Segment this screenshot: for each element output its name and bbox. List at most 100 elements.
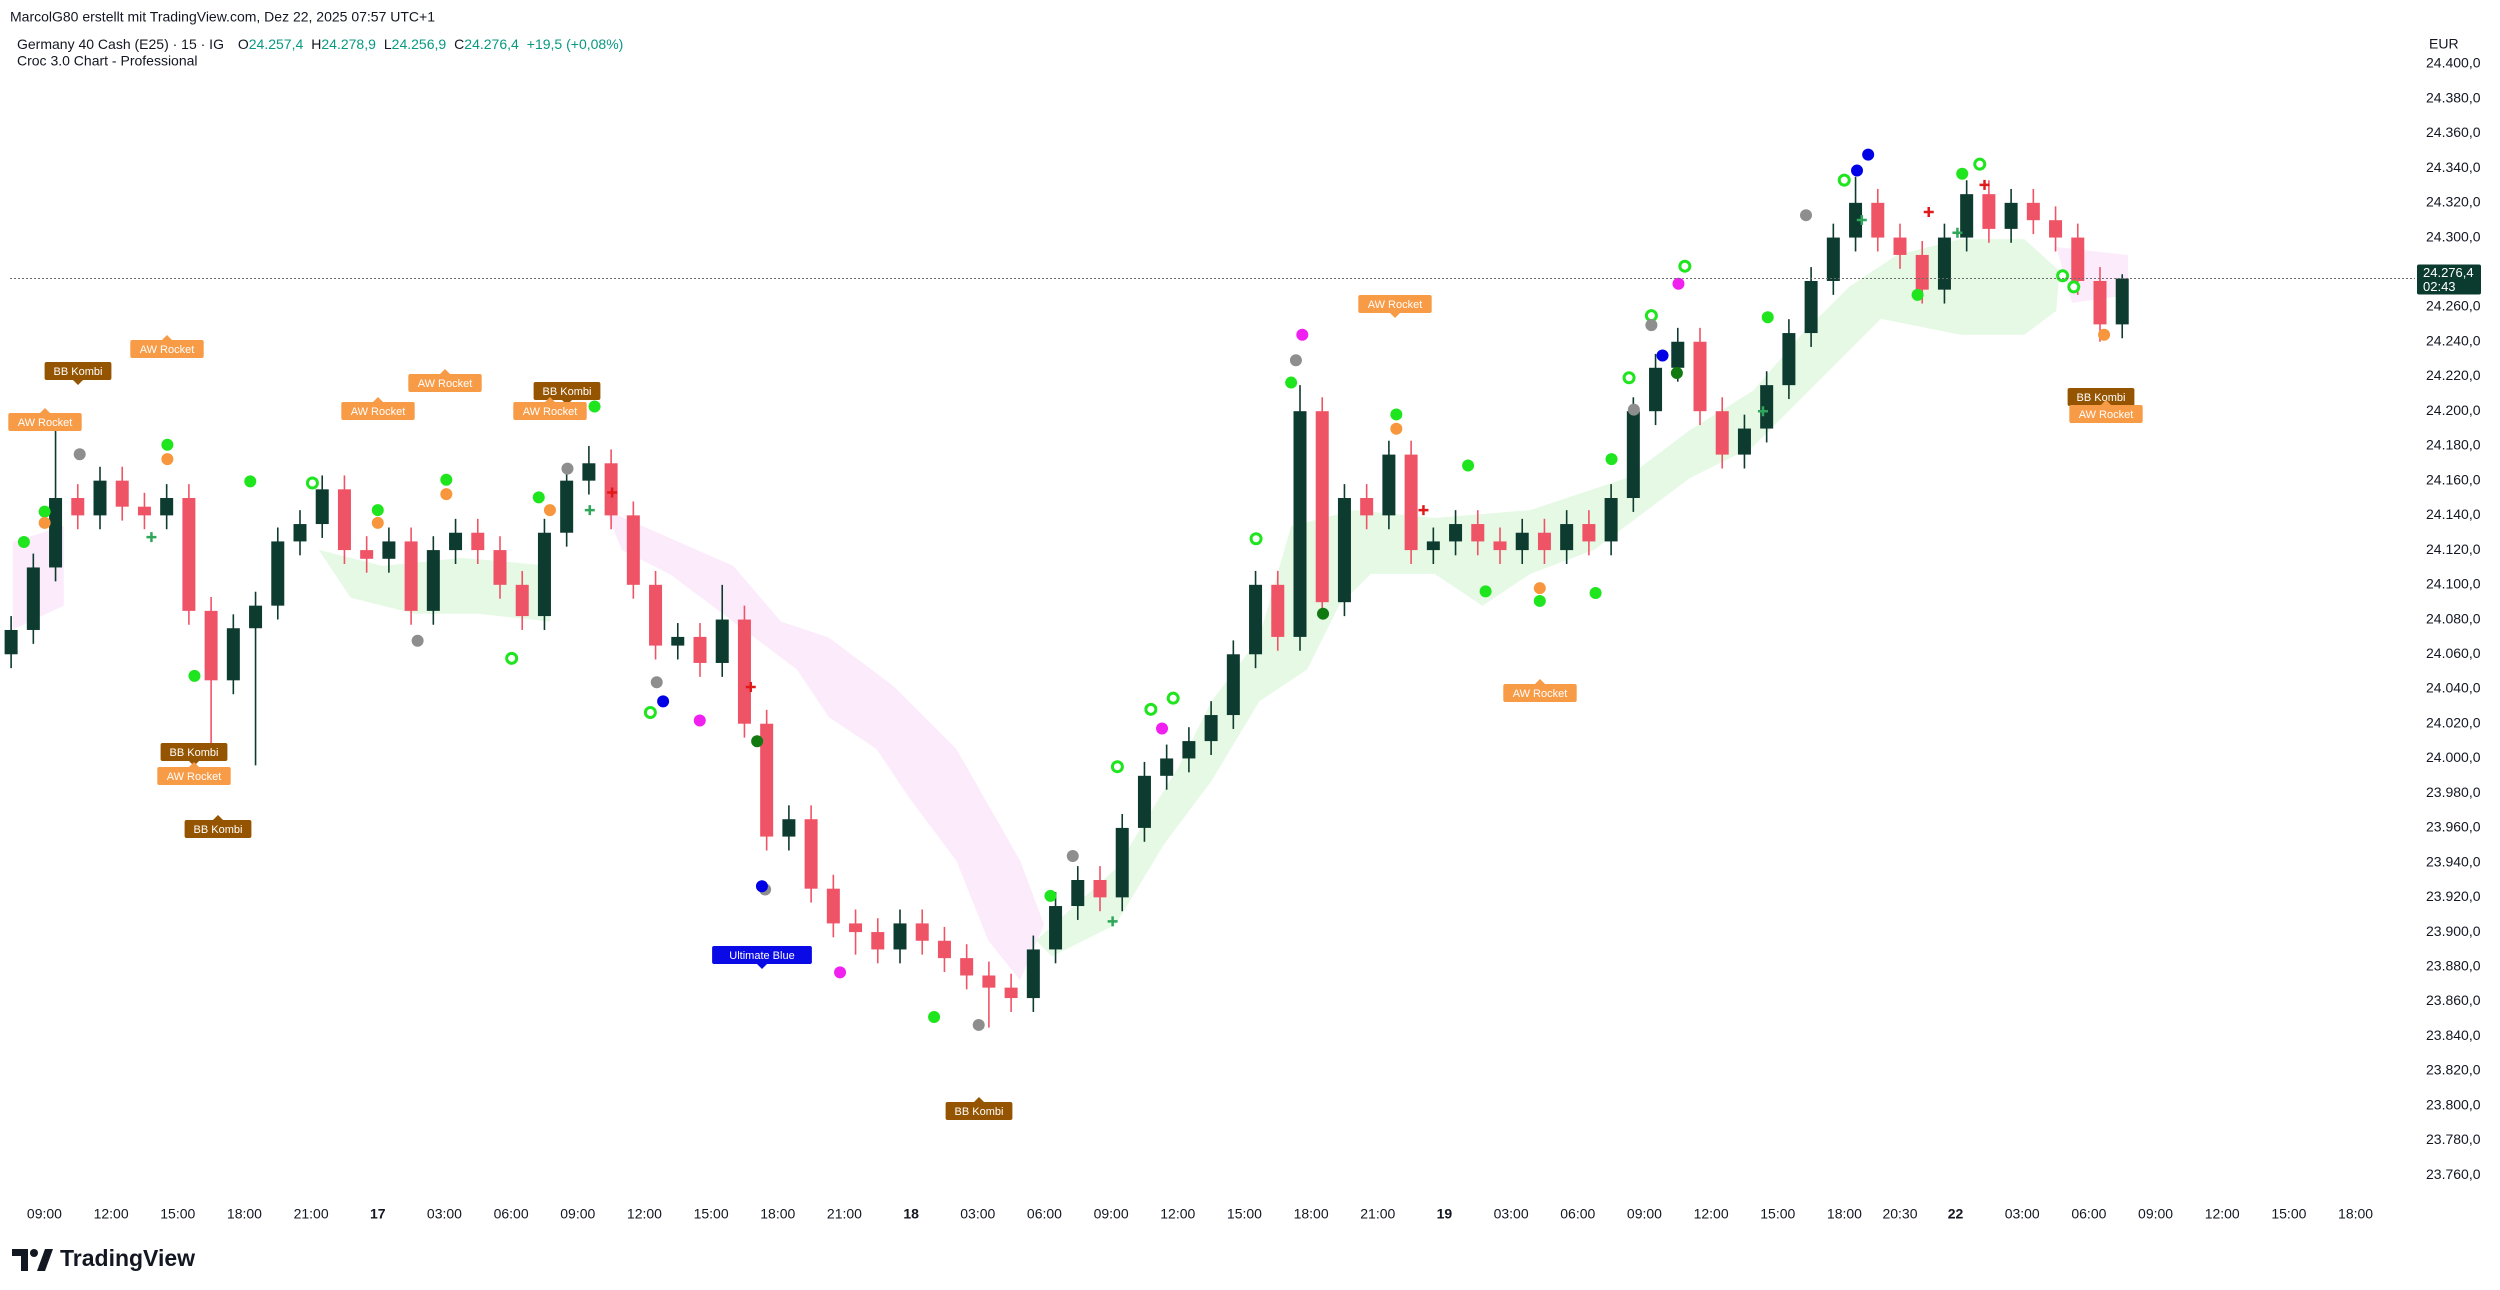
y-tick-label: 24.060,0: [2426, 645, 2481, 661]
signal-dot: [2056, 269, 2070, 283]
x-tick-label: 17: [370, 1206, 386, 1222]
countdown: 02:43: [2423, 279, 2456, 294]
candle-body: [1649, 367, 1663, 412]
candle-body: [1471, 524, 1485, 542]
candle-body: [2115, 278, 2129, 325]
x-tick-label: 06:00: [1560, 1206, 1595, 1222]
y-tick-label: 23.840,0: [2426, 1027, 2481, 1043]
candle-body: [404, 541, 418, 611]
y-tick-label: 23.960,0: [2426, 819, 2481, 835]
signal-label-pointer: [1535, 679, 1545, 684]
candle-body: [1404, 454, 1418, 551]
candle-body: [1626, 411, 1640, 499]
signal-label-pointer: [974, 1097, 984, 1102]
y-tick-label: 23.780,0: [2426, 1131, 2481, 1147]
signal-dot: [1285, 376, 1298, 389]
candle-body: [360, 550, 374, 559]
candle-body: [137, 506, 151, 516]
y-tick-label: 23.920,0: [2426, 888, 2481, 904]
candle-body: [2004, 202, 2018, 229]
x-tick-label: 15:00: [694, 1206, 729, 1222]
signal-label: AW Rocket: [2079, 409, 2134, 421]
x-tick-label: 12:00: [94, 1206, 129, 1222]
candle-body: [1871, 202, 1885, 238]
y-tick-label: 23.880,0: [2426, 958, 2481, 974]
x-tick-label: 18:00: [227, 1206, 262, 1222]
ohlc-key: C: [454, 36, 464, 52]
signal-label-box: [44, 362, 112, 380]
signal-dot: [643, 706, 657, 720]
x-tick-label: 21:00: [1360, 1206, 1395, 1222]
signal-dot: [1645, 319, 1658, 332]
signal-cross: [607, 487, 618, 498]
signal-dot: [1589, 586, 1602, 599]
ohlc: O24.257,4 H24.278,9 L24.256,9 C24.276,4 +19,…: [238, 36, 623, 52]
signal-label-pointer: [373, 397, 383, 402]
candle-body: [1426, 541, 1440, 551]
x-tick-label: 06:00: [2071, 1206, 2106, 1222]
x-tick-label: 12:00: [1160, 1206, 1195, 1222]
candle-body: [1560, 524, 1574, 551]
indicator-name: Croc 3.0 Chart - Professional: [17, 53, 198, 69]
y-tick-label: 24.120,0: [2426, 541, 2481, 557]
x-tick-label: 06:00: [494, 1206, 529, 1222]
candle-body: [1449, 524, 1463, 542]
signal-dot: [1800, 209, 1813, 222]
signal-dot: [1166, 691, 1180, 705]
signal-cross: [745, 682, 756, 693]
signal-label-box: [408, 374, 482, 392]
currency: EUR: [2429, 36, 2459, 52]
candle-body: [1582, 524, 1596, 542]
signal-dot: [1622, 371, 1636, 385]
signal-cross: [1856, 214, 1867, 225]
signal-cross: [584, 505, 595, 516]
x-tick-label: 12:00: [2205, 1206, 2240, 1222]
signal-cross: [146, 532, 157, 543]
signal-cross: [1979, 179, 1990, 190]
candle-body: [1715, 411, 1729, 455]
x-tick-label: 20:30: [1882, 1206, 1917, 1222]
signal-dot: [650, 676, 663, 689]
y-tick-label: 23.800,0: [2426, 1096, 2481, 1112]
candle-body: [2071, 237, 2085, 281]
signal-dot: [1973, 157, 1987, 171]
candle-body: [1382, 454, 1396, 516]
x-tick-label: 18:00: [2338, 1206, 2373, 1222]
signal-label: BB Kombi: [194, 824, 243, 836]
signal-cross: [1107, 916, 1118, 927]
signal-cross: [1757, 406, 1768, 417]
signal-label: AW Rocket: [1368, 299, 1423, 311]
signal-dot: [1144, 702, 1158, 716]
signal-dot: [1462, 459, 1475, 472]
x-tick-label: 03:00: [1494, 1206, 1529, 1222]
candle-body: [182, 498, 196, 611]
author-line: MarcolG80 erstellt mit TradingView.com, …: [10, 9, 435, 25]
candle-body: [26, 567, 40, 630]
signal-label: BB Kombi: [2077, 392, 2126, 404]
candle-body: [871, 932, 885, 950]
signal-dot: [1672, 277, 1685, 290]
signal-label-box: [157, 767, 231, 785]
x-tick-label: 12:00: [627, 1206, 662, 1222]
signal-dot: [1533, 582, 1546, 595]
signal-label: AW Rocket: [18, 417, 73, 429]
signal-label-box: [2069, 405, 2143, 423]
candle-body: [826, 888, 840, 924]
signal-dot: [1289, 354, 1302, 367]
candle-body: [560, 480, 574, 533]
brand-logo: [12, 1249, 53, 1271]
candle-body: [1782, 333, 1796, 386]
candle-body: [1537, 532, 1551, 551]
candle-body: [1982, 194, 1996, 229]
candle-body: [1671, 341, 1685, 368]
candle-body: [1226, 654, 1240, 716]
x-tick-label: 18: [903, 1206, 919, 1222]
ohlc-value: 24.257,4: [249, 36, 304, 52]
signal-dot: [2067, 280, 2081, 294]
candle-body: [782, 819, 796, 837]
signal-label-pointer: [73, 380, 83, 385]
x-tick-label: 09:00: [1094, 1206, 1129, 1222]
signal-dot: [1066, 849, 1079, 862]
x-tick-label: 15:00: [160, 1206, 195, 1222]
signal-dot: [305, 476, 319, 490]
